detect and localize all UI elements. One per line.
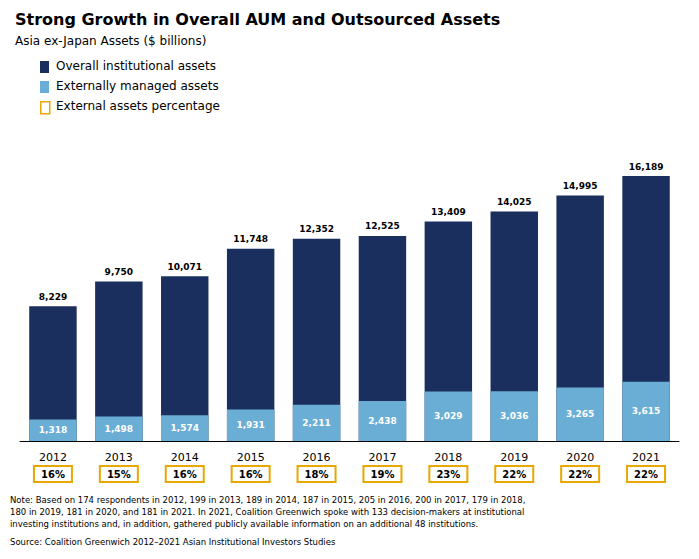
svg-text:12,352: 12,352	[299, 224, 334, 234]
svg-text:180 in 2019, 181 in 2020, and: 180 in 2019, 181 in 2020, and 181 in 202…	[10, 507, 524, 517]
svg-text:14,025: 14,025	[497, 197, 532, 207]
svg-text:2012: 2012	[39, 451, 67, 464]
svg-text:22%: 22%	[634, 469, 658, 480]
svg-text:22%: 22%	[502, 469, 526, 480]
svg-text:2013: 2013	[105, 451, 133, 464]
svg-text:1,574: 1,574	[171, 423, 199, 433]
svg-text:3,265: 3,265	[566, 409, 594, 419]
svg-text:investing institutions and, in: investing institutions and, in addition,…	[10, 519, 478, 529]
svg-text:16,189: 16,189	[629, 162, 664, 172]
svg-text:10,071: 10,071	[167, 262, 202, 272]
svg-text:9,750: 9,750	[105, 267, 133, 277]
svg-text:8,229: 8,229	[39, 292, 67, 302]
svg-text:12,525: 12,525	[365, 221, 400, 231]
svg-text:13,409: 13,409	[431, 207, 466, 217]
svg-text:19%: 19%	[370, 469, 394, 480]
svg-text:22%: 22%	[568, 469, 592, 480]
svg-text:14,995: 14,995	[563, 181, 598, 191]
svg-text:18%: 18%	[305, 469, 329, 480]
svg-text:2,211: 2,211	[302, 418, 330, 428]
svg-text:2,438: 2,438	[368, 416, 396, 426]
svg-text:16%: 16%	[173, 469, 197, 480]
svg-text:11,748: 11,748	[233, 234, 268, 244]
svg-text:1,318: 1,318	[39, 425, 67, 435]
svg-text:2017: 2017	[368, 451, 396, 464]
svg-text:Source: Coalition Greenwich 20: Source: Coalition Greenwich 2012–2021 As…	[10, 537, 336, 547]
svg-text:15%: 15%	[107, 469, 131, 480]
svg-text:2016: 2016	[303, 451, 331, 464]
svg-text:23%: 23%	[436, 469, 460, 480]
svg-text:1,498: 1,498	[105, 424, 133, 434]
svg-text:3,615: 3,615	[632, 406, 660, 416]
svg-text:Note: Based on 174 respondents: Note: Based on 174 respondents in 2012, …	[10, 495, 525, 505]
svg-text:2015: 2015	[237, 451, 265, 464]
svg-text:External assets percentage: External assets percentage	[56, 99, 220, 113]
svg-text:16%: 16%	[41, 469, 65, 480]
svg-text:2019: 2019	[500, 451, 528, 464]
svg-text:2018: 2018	[434, 451, 462, 464]
svg-text:Externally managed assets: Externally managed assets	[56, 79, 219, 93]
svg-text:Asia ex-Japan Assets ($ billio: Asia ex-Japan Assets ($ billions)	[15, 34, 206, 48]
svg-text:2020: 2020	[566, 451, 594, 464]
svg-text:3,036: 3,036	[500, 411, 528, 421]
svg-text:Overall institutional assets: Overall institutional assets	[56, 59, 216, 73]
svg-text:1,931: 1,931	[236, 420, 264, 430]
svg-text:2021: 2021	[632, 451, 660, 464]
svg-text:2014: 2014	[171, 451, 199, 464]
svg-text:16%: 16%	[239, 469, 263, 480]
svg-text:Strong Growth in Overall AUM a: Strong Growth in Overall AUM and Outsour…	[15, 10, 500, 29]
svg-text:3,029: 3,029	[434, 411, 462, 421]
